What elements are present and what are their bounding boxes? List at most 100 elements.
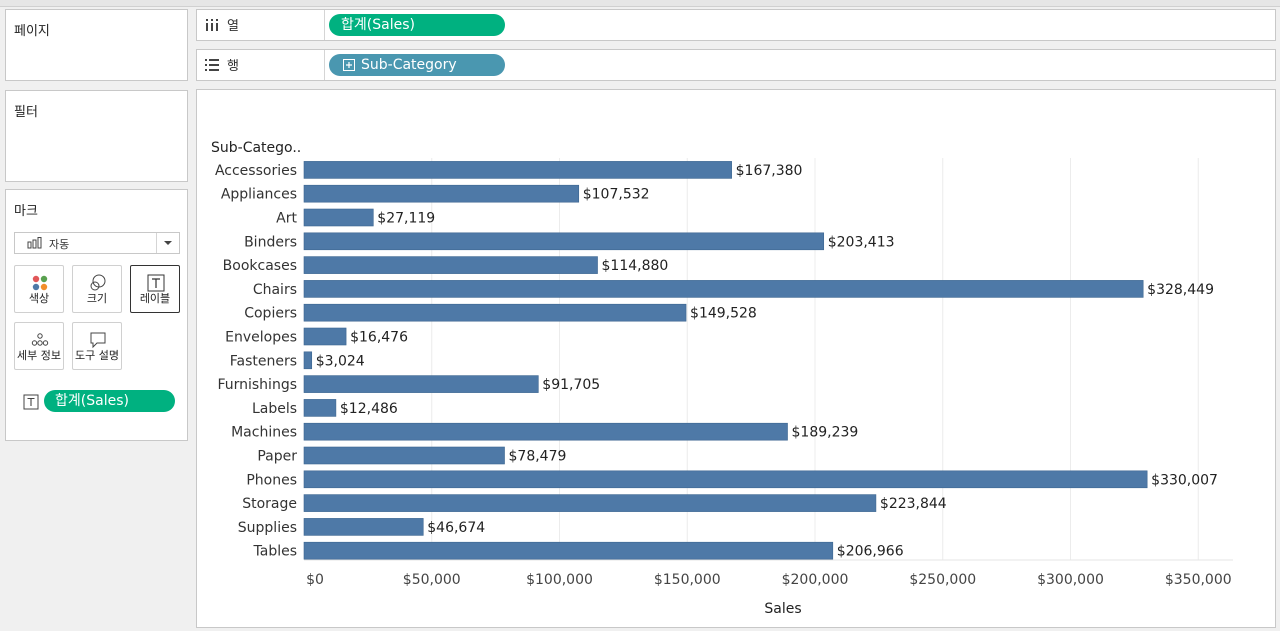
value-label[interactable]: $27,119 [377,211,435,227]
category-label[interactable]: Copiers [244,306,297,322]
value-label[interactable]: $114,880 [602,258,669,274]
marks-panel: 마크 자동 색상 크기 레이블 [5,189,188,441]
category-label[interactable]: Accessories [215,163,297,179]
value-label[interactable]: $107,532 [583,187,650,203]
category-label[interactable]: Art [276,211,297,227]
value-label[interactable]: $223,844 [880,496,947,512]
filters-panel[interactable]: 필터 [5,90,188,182]
rows-shelf[interactable]: 행 Sub-Category [196,49,1276,81]
label-field-pill[interactable]: 합계(Sales) [44,390,175,412]
x-axis-title[interactable]: Sales [764,601,801,617]
rows-subcategory-pill-text: Sub-Category [361,57,457,73]
category-label[interactable]: Fasteners [230,353,297,369]
value-label[interactable]: $167,380 [736,163,803,179]
detail-button[interactable]: 세부 정보 [14,322,64,370]
columns-shelf[interactable]: 열 합계(Sales) [196,9,1276,41]
bar[interactable] [303,184,580,203]
value-label[interactable]: $91,705 [542,377,600,393]
category-label[interactable]: Phones [246,472,297,488]
rows-shelf-text: 행 [227,59,239,74]
size-button[interactable]: 크기 [72,265,122,313]
rows-shelf-label: 행 [197,50,325,80]
value-label[interactable]: $206,966 [837,544,904,560]
bar[interactable] [303,280,1144,298]
bar[interactable] [303,399,337,417]
x-tick-label: $100,000 [526,572,593,588]
bar[interactable] [303,470,1148,489]
chevron-down-icon[interactable] [156,233,179,253]
label-button[interactable]: 레이블 [130,265,180,313]
bar-chart[interactable]: Sub-Catego.. Accessories Appliances Art Bin… [197,90,1275,627]
color-dots-icon [32,275,48,291]
detail-button-label: 세부 정보 [17,349,61,362]
tooltip-button-label: 도구 설명 [75,349,119,362]
detail-dots-icon [31,333,49,346]
bar[interactable] [303,327,347,346]
category-label[interactable]: Storage [242,496,297,512]
bar[interactable] [303,446,505,465]
color-button[interactable]: 색상 [14,265,64,313]
category-label[interactable]: Machines [231,425,297,441]
bars [303,161,1148,560]
category-label[interactable]: Paper [257,449,297,465]
category-label[interactable]: Furnishings [217,377,297,393]
columns-sales-pill-text: 합계(Sales) [341,17,415,33]
category-label[interactable]: Envelopes [225,330,297,346]
tooltip-button[interactable]: 도구 설명 [72,322,122,370]
bar[interactable] [303,232,825,251]
category-label[interactable]: Tables [253,544,298,560]
value-label[interactable]: $78,479 [509,449,567,465]
text-label-icon [23,394,39,410]
x-tick-label: $0 [306,572,324,588]
category-label[interactable]: Supplies [238,520,297,536]
category-label[interactable]: Bookcases [223,258,297,274]
x-tick-label: $300,000 [1037,572,1104,588]
category-label[interactable]: Appliances [221,187,297,203]
top-toolbar-strip [0,0,1280,7]
value-label[interactable]: $149,528 [690,306,757,322]
category-label[interactable]: Labels [252,401,297,417]
rows-icon [205,59,219,71]
mark-type-dropdown[interactable]: 자동 [14,232,180,254]
x-tick-label: $250,000 [909,572,976,588]
pages-panel[interactable]: 페이지 [5,9,188,81]
value-label[interactable]: $12,486 [340,401,398,417]
tooltip-icon [90,332,106,349]
row-header-label[interactable]: Sub-Catego.. [211,140,301,156]
x-tick-label: $150,000 [654,572,721,588]
value-label[interactable]: $328,449 [1147,282,1214,298]
value-label[interactable]: $189,239 [792,425,859,441]
bar[interactable] [303,494,877,512]
text-label-icon [147,274,165,292]
filters-title: 필터 [14,105,38,120]
bar[interactable] [303,161,732,179]
bar[interactable] [303,351,313,370]
bar[interactable] [303,303,687,322]
value-labels: $167,380 $107,532 $27,119 $203,413 $114,880 $… [316,163,1218,560]
value-label[interactable]: $203,413 [828,234,895,250]
bar[interactable] [303,518,424,536]
value-label[interactable]: $46,674 [427,520,485,536]
category-label[interactable]: Binders [244,234,297,250]
columns-sales-pill[interactable]: 합계(Sales) [329,14,505,36]
marks-title: 마크 [14,204,38,219]
value-label[interactable]: $16,476 [350,330,408,346]
rows-subcategory-pill[interactable]: Sub-Category [329,54,505,76]
bar-chart-icon [27,237,42,249]
size-icon [90,274,106,291]
mark-type-value: 자동 [49,238,70,251]
category-labels: Accessories Appliances Art Binders Bookcases… [215,163,298,560]
chart-view[interactable]: Sub-Catego.. Accessories Appliances Art Bin… [196,89,1276,628]
value-label[interactable]: $3,024 [316,353,365,369]
expand-plus-icon[interactable] [343,59,355,71]
size-button-label: 크기 [86,292,108,305]
bar[interactable] [303,541,834,560]
bar[interactable] [303,208,374,227]
gridlines [304,158,1233,561]
category-label[interactable]: Chairs [253,282,297,298]
bar[interactable] [303,422,788,441]
value-label[interactable]: $330,007 [1151,472,1218,488]
bar[interactable] [303,256,598,274]
label-field-pill-text: 합계(Sales) [55,393,129,409]
bar[interactable] [303,375,539,393]
